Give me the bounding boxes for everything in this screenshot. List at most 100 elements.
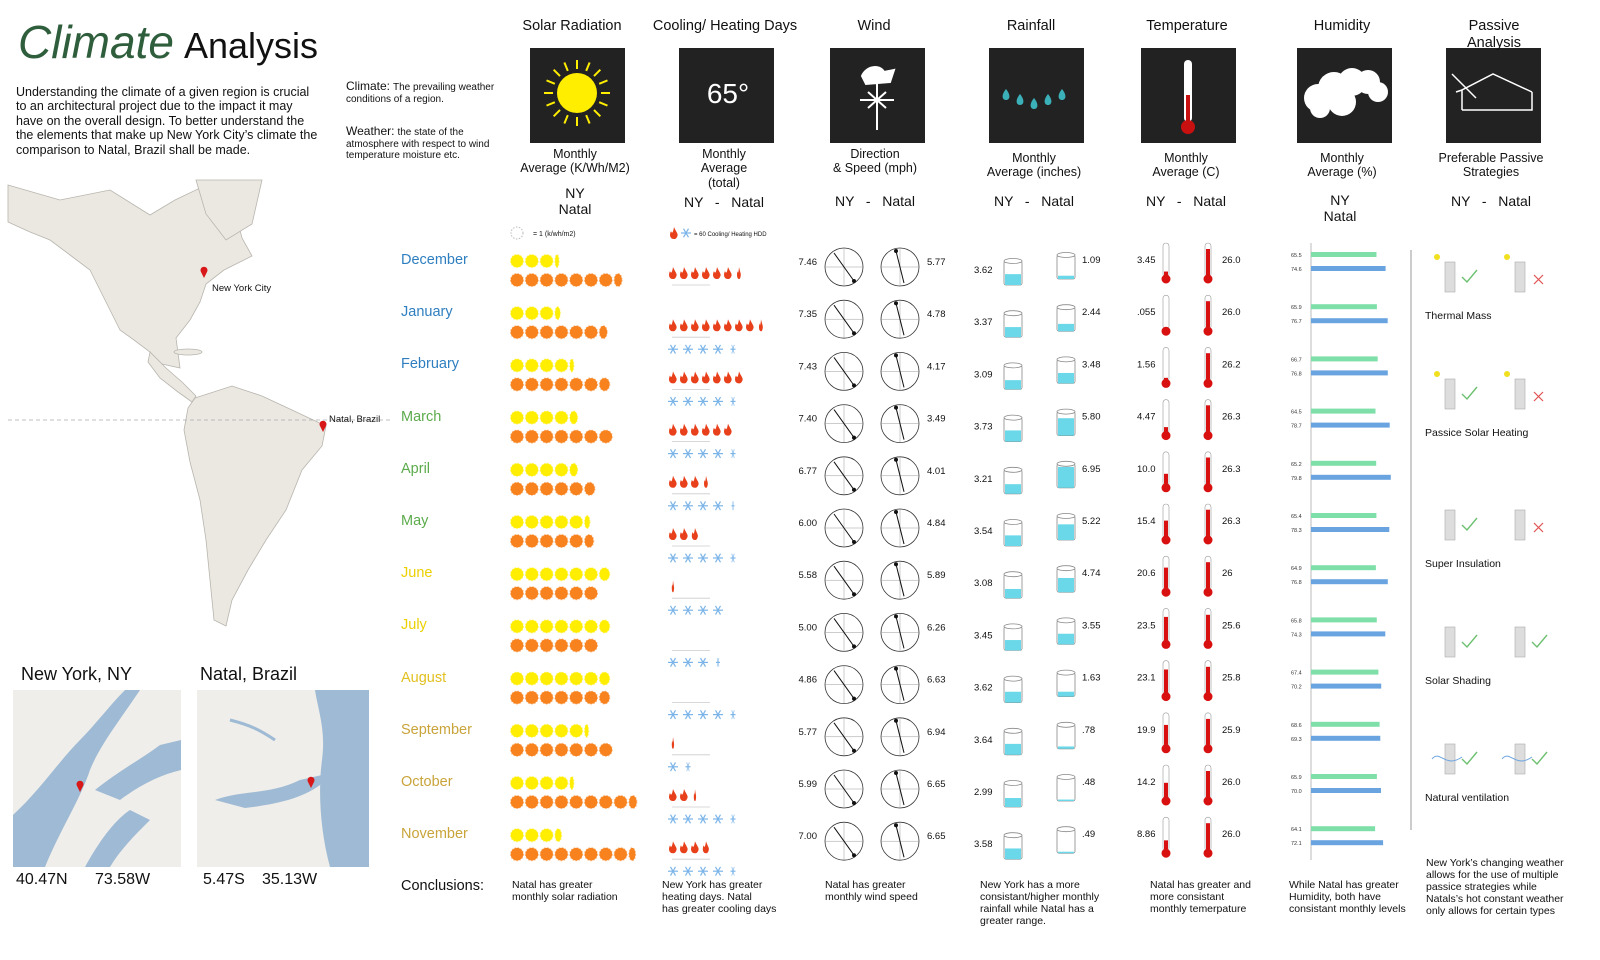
sun-glyph — [509, 619, 525, 634]
wind-arrow — [895, 303, 905, 336]
humidity-bar — [1311, 579, 1388, 585]
sun-glyph — [613, 847, 628, 862]
icon-box — [679, 48, 774, 143]
flame-glyph — [680, 528, 688, 540]
sun-glyph — [539, 794, 554, 810]
sun-glyph — [554, 619, 569, 634]
check-mark — [1461, 517, 1478, 532]
flame-glyph — [702, 423, 710, 436]
snow-glyph — [668, 501, 678, 511]
sun-glyph — [583, 567, 599, 582]
sun-glyph — [539, 586, 554, 601]
flame-glyph — [724, 423, 732, 436]
solar-bar — [509, 690, 611, 705]
city-name: New York, NY — [21, 664, 133, 684]
snow-arm — [669, 396, 677, 407]
heating-bar — [668, 605, 723, 615]
humidity-label: 74.3 — [1291, 632, 1302, 638]
sun-glyph — [509, 828, 525, 843]
sun-glyph — [524, 325, 539, 340]
snow-arm — [669, 762, 677, 772]
snow-arm — [732, 501, 734, 511]
strategy-name: Solar Shading — [1425, 675, 1491, 687]
thermo-bulb — [1161, 796, 1171, 806]
wind-label: 6.63 — [927, 675, 946, 686]
map-pin — [200, 266, 208, 278]
sun-ray — [552, 68, 561, 77]
humidity-label: 65.8 — [1291, 618, 1302, 624]
sun-glyph — [598, 742, 613, 757]
solar-bar — [509, 358, 575, 373]
rain-level — [1005, 327, 1021, 338]
wind-label: 4.01 — [927, 466, 946, 477]
intro: Understanding the climate of a given reg… — [16, 85, 318, 157]
wind-dial — [824, 769, 864, 809]
humidity-bar — [1311, 408, 1376, 414]
flame-glyph — [691, 371, 699, 384]
city-name: Natal, Brazil — [200, 664, 298, 684]
wind-dial — [824, 247, 864, 287]
latitude: 40.47N — [16, 871, 68, 888]
flame-glyph — [691, 319, 699, 332]
sun-glyph — [569, 410, 579, 425]
wind-label: 3.49 — [927, 414, 946, 425]
column-legend: NY Natal — [1323, 192, 1357, 225]
beaker-rim — [1003, 362, 1023, 369]
sun-glyph — [539, 847, 554, 862]
sun-glyph — [583, 481, 596, 496]
temp-level — [1164, 427, 1168, 432]
wind-arrow-head — [894, 405, 898, 410]
strategy-icon — [1444, 509, 1456, 541]
temp-level — [1164, 271, 1168, 275]
humidity-bar — [1311, 826, 1376, 832]
rain-label: 3.48 — [1082, 359, 1101, 370]
rain-level — [1058, 323, 1074, 332]
humidity-label: 65.9 — [1291, 775, 1302, 781]
thermo-bulb — [1203, 587, 1213, 597]
rain-level — [1058, 799, 1074, 801]
humidity-bar — [1311, 513, 1377, 518]
wind-dial — [880, 560, 920, 600]
sun-glyph — [509, 377, 525, 392]
month-label: March — [401, 408, 442, 425]
rain-label: 1.09 — [1082, 255, 1101, 266]
snow-arm — [684, 344, 692, 354]
column-subtitle: Monthly Average (%) — [1307, 151, 1377, 180]
flame-glyph — [671, 580, 675, 593]
sun-glyph — [569, 272, 584, 288]
sun-glyph — [539, 410, 554, 425]
sun-glyph — [554, 253, 560, 269]
snow-glyph — [683, 605, 693, 615]
sun-glyph — [539, 671, 554, 686]
solar-bar — [509, 742, 613, 757]
wind-arrow — [895, 459, 905, 492]
rain-level — [1058, 691, 1074, 697]
snow-glyph — [683, 866, 693, 876]
column-title: Passive Analysis — [1467, 18, 1521, 51]
sun-glyph — [583, 723, 590, 738]
humidity-label: 74.6 — [1291, 267, 1302, 273]
thermo-bulb — [1203, 483, 1213, 493]
wind-arrow-head — [852, 801, 856, 805]
temp-label: 4.47 — [1137, 412, 1156, 423]
wind-label: 7.43 — [799, 361, 818, 372]
sun-glyph — [598, 619, 611, 634]
sun-glyph — [539, 619, 554, 634]
wind-dial — [880, 456, 920, 496]
wind-arrow-head — [852, 487, 856, 492]
flame-glyph — [670, 227, 678, 239]
wind-arrow-head — [852, 331, 856, 336]
sun-glyph — [554, 429, 569, 444]
humidity-label: 76.7 — [1291, 319, 1302, 325]
thermometer — [1162, 347, 1170, 382]
humidity-bar — [1311, 735, 1381, 741]
thermo-bulb — [1161, 848, 1171, 858]
snow-glyph — [730, 448, 736, 459]
flame-glyph — [702, 841, 709, 854]
snow-arm — [731, 396, 735, 407]
solar-bar — [509, 514, 591, 530]
sun-glyph — [554, 481, 569, 496]
sun-glyph — [554, 567, 569, 582]
rain-label: 5.80 — [1082, 412, 1101, 423]
heating-bar — [668, 814, 736, 824]
